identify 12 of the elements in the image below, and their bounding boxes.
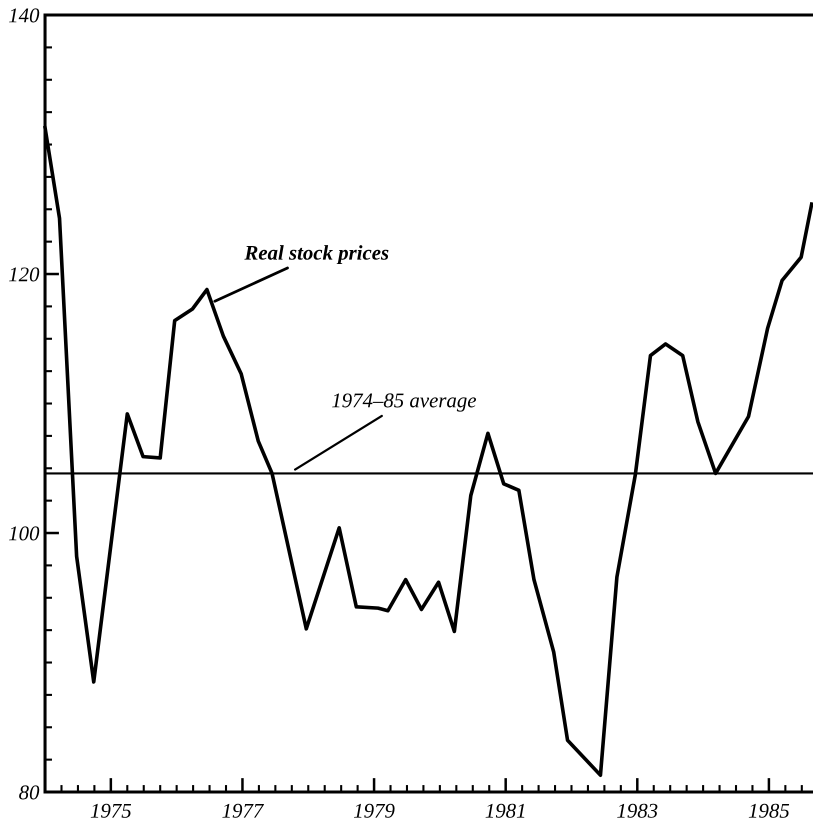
y-tick-label: 140 (8, 8, 40, 22)
x-tick-label: 1979 (354, 804, 395, 818)
x-tick-label: 1975 (90, 804, 132, 818)
ref-line-label: 1974–85 average (332, 393, 476, 412)
x-tick-label: 1985 (748, 804, 790, 818)
y-tick-label: 80 (19, 785, 40, 800)
x-tick-label: 1983 (617, 804, 658, 818)
y-tick-label: 120 (8, 267, 40, 282)
x-tick-label: 1977 (222, 804, 264, 818)
x-tick-label: 1981 (486, 804, 524, 818)
text: Real stock prices (244, 245, 388, 264)
y-tick-label: 100 (8, 526, 40, 540)
